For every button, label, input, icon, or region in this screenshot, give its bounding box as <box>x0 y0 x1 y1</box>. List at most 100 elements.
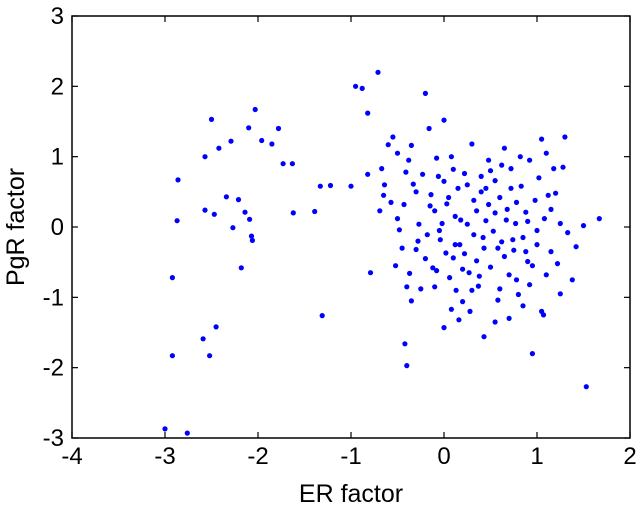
data-point <box>476 273 482 279</box>
data-point <box>312 208 318 215</box>
data-point <box>228 138 234 144</box>
data-point <box>381 182 388 188</box>
y-tick-label: -2 <box>43 355 64 382</box>
data-point <box>553 190 559 196</box>
data-point <box>403 169 409 175</box>
data-point <box>508 185 514 191</box>
data-point <box>457 242 463 248</box>
data-point <box>543 272 549 278</box>
data-point <box>235 197 242 203</box>
data-point <box>596 216 602 222</box>
data-point <box>508 166 514 172</box>
data-point <box>448 306 454 312</box>
data-point <box>435 173 441 179</box>
data-point <box>478 173 484 179</box>
x-tick-label: -4 <box>61 443 82 470</box>
data-point <box>475 283 481 289</box>
data-point <box>216 145 222 151</box>
data-point <box>401 201 407 208</box>
data-point <box>464 221 470 227</box>
data-point <box>441 178 447 184</box>
data-point <box>532 197 538 203</box>
data-point <box>580 223 587 229</box>
data-point <box>404 363 410 369</box>
data-point <box>447 275 453 281</box>
data-point <box>452 242 458 248</box>
data-point <box>174 218 180 224</box>
data-point <box>562 134 568 140</box>
data-point <box>422 90 428 96</box>
data-point <box>448 154 454 160</box>
data-point <box>289 161 295 167</box>
data-point <box>464 182 470 188</box>
data-point <box>327 182 334 189</box>
data-point <box>483 185 489 191</box>
data-point <box>393 263 399 269</box>
data-point <box>467 308 473 314</box>
data-point <box>497 286 503 292</box>
y-tick-label: 1 <box>51 144 64 171</box>
data-point <box>469 287 475 293</box>
data-point <box>365 171 371 177</box>
data-point <box>525 218 531 224</box>
data-point <box>418 286 424 292</box>
data-point <box>359 85 365 91</box>
data-point <box>520 234 526 241</box>
data-point <box>545 192 551 198</box>
data-point <box>275 125 282 132</box>
y-tick-label: 2 <box>51 73 64 100</box>
data-point <box>560 164 566 170</box>
data-point <box>455 185 461 191</box>
data-point <box>548 206 554 212</box>
data-point <box>441 117 447 123</box>
data-point <box>525 258 531 265</box>
data-point <box>481 245 487 251</box>
data-point <box>413 246 419 253</box>
data-point <box>377 208 383 214</box>
data-point <box>486 157 492 163</box>
data-point <box>208 116 215 122</box>
data-point <box>517 154 523 160</box>
data-point <box>408 142 414 148</box>
data-point <box>443 250 449 256</box>
data-point <box>453 287 459 293</box>
data-point <box>569 277 575 283</box>
y-tick-label: -3 <box>43 425 64 452</box>
data-point <box>169 275 175 281</box>
data-point <box>460 266 466 272</box>
data-point <box>529 263 536 269</box>
data-point <box>529 351 536 357</box>
data-point <box>353 83 359 89</box>
data-point <box>540 312 547 318</box>
x-tick-label: 0 <box>437 443 450 470</box>
data-point <box>557 220 563 227</box>
data-point <box>543 150 549 156</box>
data-point <box>422 256 428 262</box>
data-point <box>381 192 387 198</box>
data-point <box>504 206 510 212</box>
x-tick-label: 2 <box>623 443 636 470</box>
data-point <box>319 313 325 319</box>
data-point <box>469 141 475 147</box>
data-point <box>175 177 181 183</box>
data-point <box>520 303 526 309</box>
data-point <box>483 218 489 224</box>
data-point <box>246 125 252 131</box>
data-point <box>230 225 236 231</box>
data-point <box>427 203 433 209</box>
data-point <box>223 194 229 200</box>
data-point <box>490 228 496 234</box>
data-point <box>348 183 354 189</box>
data-point <box>317 183 323 189</box>
data-point <box>506 272 512 278</box>
data-point <box>536 175 542 181</box>
data-point <box>527 157 533 163</box>
data-point <box>408 298 414 304</box>
data-point <box>515 291 522 298</box>
y-axis-label: PgR factor <box>2 168 30 286</box>
data-point <box>523 209 529 215</box>
data-point <box>434 155 440 161</box>
data-point <box>365 110 371 116</box>
data-point <box>458 217 464 223</box>
